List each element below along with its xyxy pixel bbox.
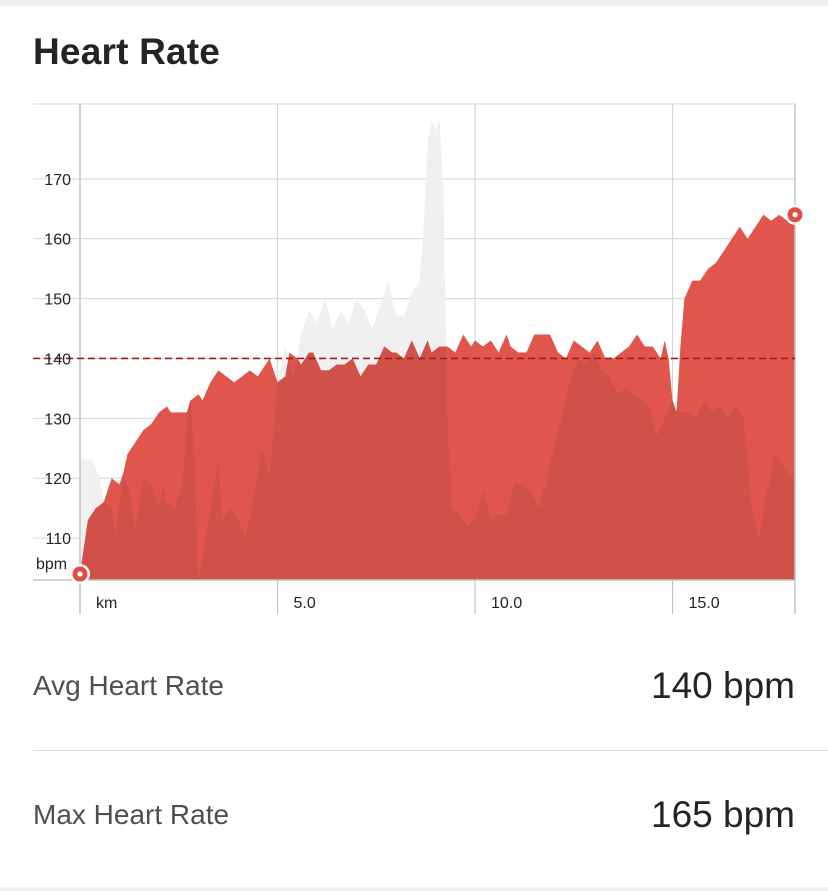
card-title: Heart Rate: [33, 31, 221, 72]
y-tick-label-150: 150: [44, 292, 71, 309]
y-tick-label-130: 130: [44, 411, 71, 428]
y-tick-label-120: 120: [44, 471, 71, 488]
x-axis-label: km: [96, 595, 117, 612]
top-separator: [0, 0, 828, 6]
chart-markers: [70, 204, 805, 585]
y-tick-label-110: 110: [45, 531, 71, 548]
endpoint-marker-1: [785, 204, 805, 225]
marker-center: [792, 212, 798, 218]
marker-center: [77, 571, 83, 577]
avg-heart-rate-value: 140 bpm: [651, 665, 795, 706]
y-tick-label-160: 160: [44, 232, 71, 249]
tick-labels: 110 120 130 140 150 160 170 bpm km 5.0 10.0 15.0: [36, 172, 720, 612]
max-heart-rate-label: Max Heart Rate: [33, 799, 230, 830]
heart-rate-chart: 110 120 130 140 150 160 170 bpm km 5.0 10.0 15.0: [33, 103, 805, 614]
y-tick-label-170: 170: [44, 172, 71, 189]
x-tick-label-15: 15.0: [689, 595, 720, 612]
x-tick-label-5: 5.0: [294, 595, 316, 612]
y-tick-label-140: 140: [44, 351, 71, 368]
max-heart-rate-value: 165 bpm: [651, 794, 795, 835]
y-axis-label: bpm: [36, 556, 67, 573]
stat-avg-heart-rate: Avg Heart Rate 140 bpm: [33, 636, 795, 736]
x-tick-label-10: 10.0: [491, 595, 522, 612]
endpoint-marker-0: [70, 564, 90, 585]
avg-heart-rate-label: Avg Heart Rate: [33, 670, 224, 701]
overlap-area: [80, 214, 795, 580]
bottom-separator: [0, 887, 828, 891]
stat-divider: [33, 750, 828, 751]
stat-max-heart-rate: Max Heart Rate 165 bpm: [33, 765, 795, 865]
